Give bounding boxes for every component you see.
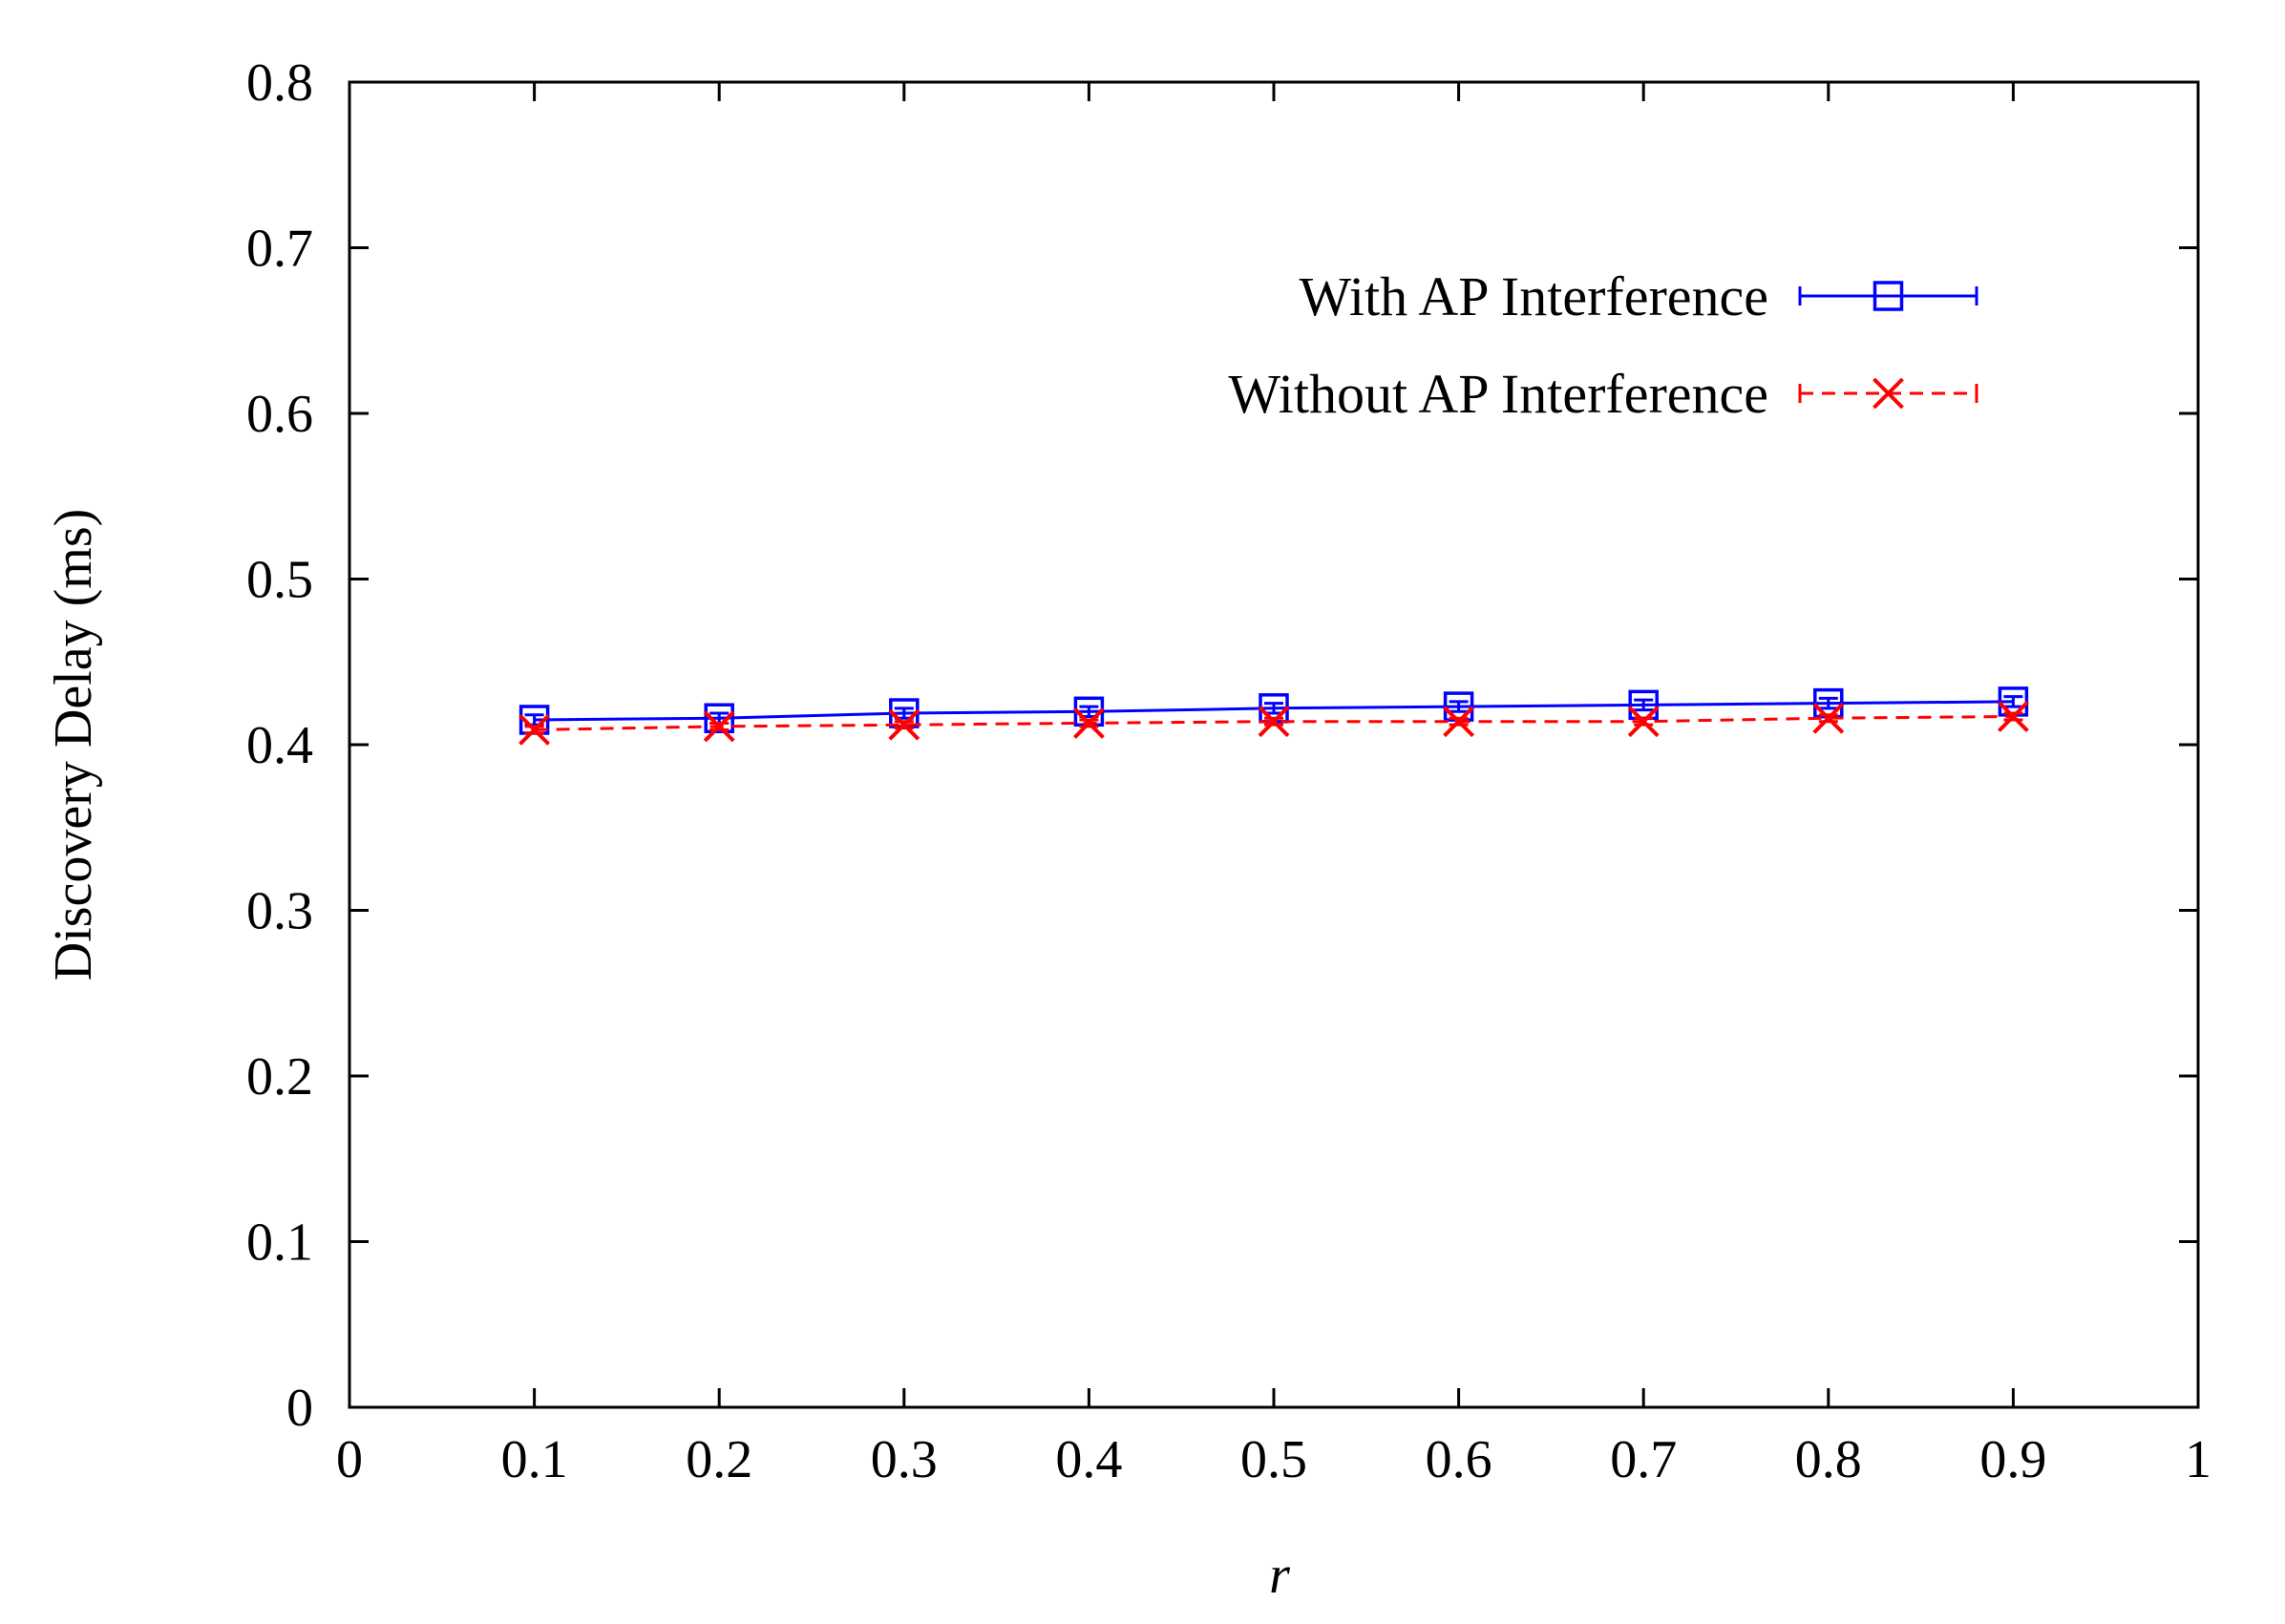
x-tick-label: 0.2 xyxy=(686,1430,752,1489)
x-tick-label: 0 xyxy=(336,1430,363,1489)
legend-label: With AP Interference xyxy=(1299,265,1768,327)
x-tick-label: 1 xyxy=(2185,1430,2211,1489)
tick-labels: 0 0.1 0.2 0.3 0.4 0.5 0.6 0.7 0.8 0 0.1 0.2 0.3 0.4 0.… xyxy=(246,53,2211,1489)
x-tick-label: 0.1 xyxy=(501,1430,568,1489)
legend-label: Without AP Interference xyxy=(1228,363,1768,425)
legend-marker xyxy=(1872,281,1904,311)
data-point-stroke xyxy=(1072,707,1105,739)
data-point-stroke xyxy=(518,713,551,746)
y-tick-label: 0.1 xyxy=(246,1213,313,1273)
y-tick-label: 0.8 xyxy=(246,53,313,113)
y-tick-label: 0.2 xyxy=(246,1047,313,1107)
plot-frame xyxy=(348,80,2200,1409)
data-point-stroke xyxy=(1812,702,1845,734)
x-tick-label: 0.7 xyxy=(1610,1430,1677,1489)
data-point-stroke xyxy=(703,710,735,743)
x-tick-label: 0.9 xyxy=(1979,1430,2046,1489)
data-point xyxy=(1812,702,1845,734)
data-point xyxy=(888,708,920,741)
y-axis-title: Discovery Delay (ms) xyxy=(44,509,103,981)
x-tick-label: 0.6 xyxy=(1426,1430,1492,1489)
x-axis-title: r xyxy=(1269,1546,1290,1605)
legend-marker xyxy=(1872,377,1904,410)
legend-entry: With AP Interference xyxy=(1299,265,1978,327)
series-line xyxy=(534,715,2014,731)
y-tick-label: 0 xyxy=(286,1379,313,1438)
legend-marker-stroke xyxy=(1872,377,1904,410)
y-tick-label: 0.5 xyxy=(246,551,313,610)
data-point-stroke xyxy=(1443,706,1475,738)
data-point xyxy=(703,710,735,743)
data-point xyxy=(1443,706,1475,738)
x-tick-label: 0.8 xyxy=(1795,1430,1862,1489)
series-1 xyxy=(518,701,2029,746)
error-bar xyxy=(2003,695,2023,708)
error-bar xyxy=(1634,698,1654,712)
y-tick-label: 0.3 xyxy=(246,882,313,941)
data-point-stroke xyxy=(1627,706,1660,738)
error-bar xyxy=(1818,696,1838,710)
error-bar xyxy=(1449,700,1469,713)
y-tick-label: 0.6 xyxy=(246,385,313,444)
data-point xyxy=(1258,706,1290,738)
data-point xyxy=(1997,701,2029,732)
data-point xyxy=(1072,707,1105,739)
legend-entry: Without AP Interference xyxy=(1228,363,1978,425)
series-layer xyxy=(518,686,2029,746)
data-point-stroke xyxy=(1997,701,2029,732)
x-tick-label: 0.3 xyxy=(871,1430,938,1489)
y-tick-label: 0.4 xyxy=(246,716,313,775)
legend: With AP Interference Without AP Interfere… xyxy=(1228,265,1978,425)
y-tick-label: 0.7 xyxy=(246,220,313,279)
x-tick-label: 0.4 xyxy=(1055,1430,1122,1489)
data-point xyxy=(1627,706,1660,738)
data-point xyxy=(518,713,551,746)
data-point-stroke xyxy=(1258,706,1290,738)
x-tick-label: 0.5 xyxy=(1240,1430,1307,1489)
data-point xyxy=(704,703,734,733)
data-point-stroke xyxy=(888,708,920,741)
